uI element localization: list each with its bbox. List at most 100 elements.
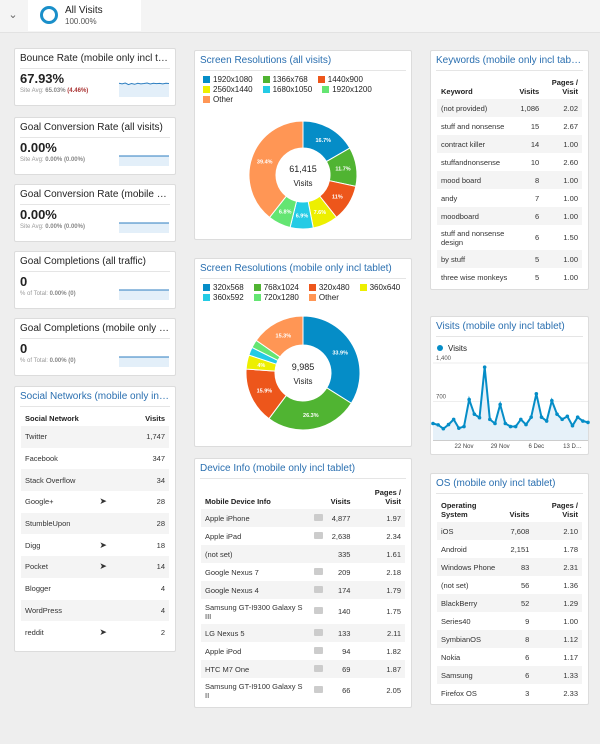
legend-item[interactable]: 320x480 bbox=[308, 283, 350, 292]
table-row[interactable]: StumbleUpon 28 bbox=[21, 512, 169, 535]
row-label[interactable]: Samsung GT-I9100 Galaxy S II bbox=[205, 681, 303, 700]
segment-all-visits[interactable]: All Visits 100.00% bbox=[28, 0, 141, 31]
data-point[interactable] bbox=[529, 415, 533, 419]
device-image-icon[interactable] bbox=[313, 585, 323, 593]
table-row[interactable]: stuffandnonsense 10 2.60 bbox=[437, 153, 582, 171]
table-row[interactable]: Samsung 6 1.33 bbox=[437, 666, 582, 684]
legend-item[interactable]: 320x568 bbox=[203, 283, 244, 292]
row-label[interactable]: Google+ bbox=[25, 497, 54, 507]
legend-item[interactable]: 1920x1200 bbox=[322, 85, 372, 94]
row-label[interactable]: Google Nexus 7 bbox=[205, 567, 259, 577]
row-label[interactable]: three wise monkeys bbox=[441, 272, 508, 282]
widget-title[interactable]: Goal Conversion Rate (mobile only i… bbox=[20, 189, 170, 205]
data-point[interactable] bbox=[488, 417, 492, 422]
table-row[interactable]: contract killer 14 1.00 bbox=[437, 135, 582, 153]
table-row[interactable]: mood board 8 1.00 bbox=[437, 171, 582, 189]
column-header[interactable]: Pages / Visit bbox=[551, 78, 578, 96]
row-label[interactable]: Apple iPod bbox=[205, 646, 242, 656]
legend-item[interactable]: 720x1280 bbox=[253, 293, 299, 302]
table-row[interactable]: Google+ ➤ 28 bbox=[21, 491, 169, 513]
table-row[interactable]: Facebook 347 bbox=[21, 448, 169, 470]
row-label[interactable]: Facebook bbox=[25, 454, 58, 464]
device-image-icon[interactable] bbox=[313, 567, 323, 575]
data-point[interactable] bbox=[550, 398, 554, 403]
column-header[interactable]: Visits bbox=[330, 497, 351, 506]
device-image-icon[interactable] bbox=[313, 628, 323, 636]
table-row[interactable]: Apple iPhone 4,877 1.97 bbox=[201, 509, 405, 527]
data-point[interactable] bbox=[441, 426, 446, 431]
data-point[interactable] bbox=[544, 419, 549, 423]
table-row[interactable]: WordPress 4 bbox=[21, 599, 169, 622]
row-label[interactable]: Google Nexus 4 bbox=[201, 581, 310, 599]
share-icon[interactable]: ➤ bbox=[99, 626, 107, 637]
table-row[interactable]: Digg ➤ 18 bbox=[21, 534, 169, 556]
row-label[interactable]: reddit bbox=[25, 627, 44, 637]
row-label[interactable]: Series40 bbox=[441, 616, 471, 626]
table-row[interactable]: HTC M7 One 69 1.87 bbox=[201, 660, 405, 678]
data-point[interactable] bbox=[519, 417, 523, 422]
table-row[interactable]: by stuff 5 1.00 bbox=[437, 250, 582, 268]
column-header[interactable]: Visits bbox=[509, 510, 530, 519]
widget-title[interactable]: Screen Resolutions (mobile only incl tab… bbox=[200, 263, 406, 279]
widget-title[interactable]: Goal Completions (mobile only incl t… bbox=[20, 323, 170, 339]
table-row[interactable]: Nokia 6 1.17 bbox=[437, 648, 582, 666]
donut-slice[interactable] bbox=[248, 120, 304, 219]
table-row[interactable]: reddit ➤ 2 bbox=[21, 621, 169, 643]
table-row[interactable]: andy 7 1.00 bbox=[437, 189, 582, 207]
row-label[interactable]: Android bbox=[441, 544, 467, 554]
table-row[interactable]: three wise monkeys 5 1.00 bbox=[437, 268, 582, 286]
data-point[interactable] bbox=[431, 421, 435, 426]
row-label[interactable]: Samsung GT-I9300 Galaxy S III bbox=[205, 602, 303, 621]
column-header[interactable]: Pages / Visit bbox=[374, 488, 401, 506]
data-point[interactable] bbox=[457, 426, 461, 430]
legend-item[interactable]: 1366x768 bbox=[262, 75, 308, 84]
table-row[interactable]: stuff and nonsense design 6 1.50 bbox=[437, 225, 582, 250]
row-label[interactable]: (not provided) bbox=[437, 99, 516, 117]
row-label[interactable]: WordPress bbox=[21, 599, 96, 622]
legend-item[interactable]: 1680x1050 bbox=[262, 85, 312, 94]
device-image-icon[interactable] bbox=[313, 664, 323, 672]
legend-item[interactable]: 1920x1080 bbox=[203, 75, 253, 84]
data-point[interactable] bbox=[570, 423, 575, 428]
legend-item[interactable]: Other bbox=[308, 293, 339, 302]
widget-title[interactable]: Visits (mobile only incl tablet) bbox=[436, 321, 583, 337]
row-label[interactable]: StumbleUpon bbox=[21, 512, 96, 535]
table-row[interactable]: moodboard 6 1.00 bbox=[437, 207, 582, 225]
data-point[interactable] bbox=[581, 419, 585, 423]
table-row[interactable]: Windows Phone 83 2.31 bbox=[437, 558, 582, 576]
donut-slice[interactable] bbox=[302, 315, 361, 404]
legend-label[interactable]: Visits bbox=[448, 344, 467, 353]
data-point[interactable] bbox=[493, 421, 497, 426]
data-point[interactable] bbox=[575, 415, 580, 419]
data-point[interactable] bbox=[560, 417, 564, 422]
row-label[interactable]: Pocket bbox=[21, 556, 96, 578]
data-point[interactable] bbox=[462, 424, 466, 429]
column-header[interactable]: Keyword bbox=[441, 87, 473, 96]
row-label[interactable]: by stuff bbox=[437, 250, 516, 268]
row-label[interactable]: Apple iPad bbox=[205, 531, 242, 541]
data-point[interactable] bbox=[436, 423, 440, 427]
row-label[interactable]: (not set) bbox=[201, 545, 310, 563]
share-icon[interactable]: ➤ bbox=[99, 496, 107, 507]
legend-item[interactable]: Other bbox=[203, 95, 233, 104]
table-row[interactable]: Samsung GT-I9100 Galaxy S II 66 2.05 bbox=[201, 678, 405, 703]
table-row[interactable]: stuff and nonsense 15 2.67 bbox=[437, 117, 582, 135]
column-header[interactable]: Pages / Visit bbox=[551, 501, 578, 519]
table-row[interactable]: Stack Overflow 34 bbox=[21, 469, 169, 492]
device-image-icon[interactable] bbox=[313, 513, 323, 521]
row-label[interactable]: Firefox OS bbox=[441, 688, 477, 698]
row-label[interactable]: mood board bbox=[437, 171, 516, 189]
row-label[interactable]: contract killer bbox=[437, 135, 516, 153]
row-label[interactable]: stuffandnonsense bbox=[441, 157, 501, 167]
share-icon[interactable]: ➤ bbox=[99, 539, 107, 550]
row-label[interactable]: SymbianOS bbox=[437, 630, 506, 648]
row-label[interactable]: iOS bbox=[437, 522, 506, 540]
table-row[interactable]: iOS 7,608 2.10 bbox=[437, 522, 582, 540]
data-point[interactable] bbox=[539, 415, 544, 419]
table-row[interactable]: BlackBerry 52 1.29 bbox=[437, 594, 582, 612]
widget-title[interactable]: OS (mobile only incl tablet) bbox=[436, 478, 583, 494]
data-point[interactable] bbox=[513, 424, 518, 429]
device-image-icon[interactable] bbox=[313, 607, 323, 614]
row-label[interactable]: (not set) bbox=[441, 580, 469, 590]
table-row[interactable]: (not provided) 1,086 2.02 bbox=[437, 99, 582, 117]
